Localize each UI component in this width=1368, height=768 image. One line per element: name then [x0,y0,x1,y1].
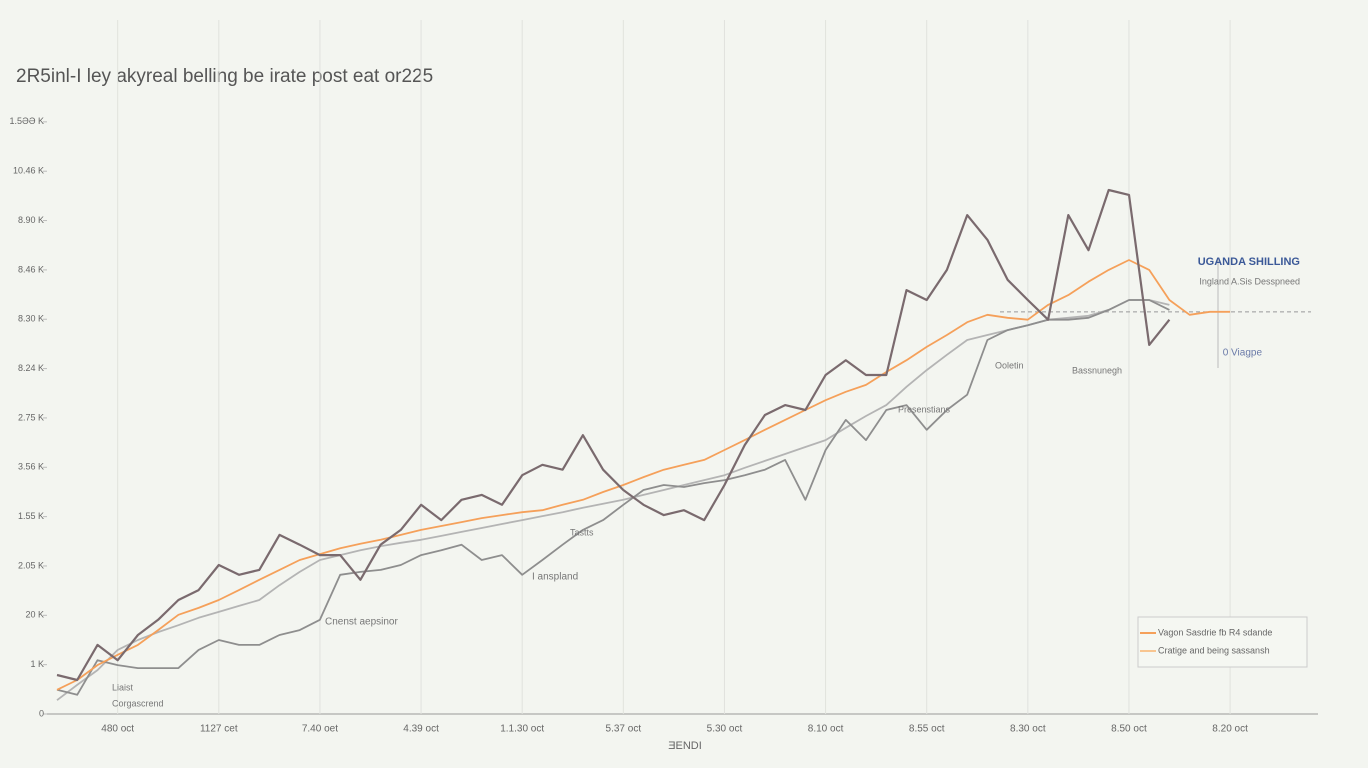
legend-label: Cratige and being sassansh [1158,645,1270,655]
x-tick-label: 5.37 oct [606,724,642,735]
annotation: Presenstians [898,404,951,414]
annotation: Tastts [570,527,594,537]
annotation: Ingland A.Sis Desspneed [1199,276,1300,286]
x-tick-label: 1.1.30 oct [500,724,544,735]
y-tick-label: 1 K [30,659,44,669]
y-tick-label: 0 [39,708,44,718]
annotation: Corgascrend [112,698,164,708]
x-tick-label: 8.10 oct [808,724,844,735]
annotation: Cnenst aepsinor [325,617,398,628]
annotation: 0 Viagpe [1223,348,1263,359]
annotation: Bassnunegh [1072,365,1122,375]
annotation: I anspland [532,572,578,583]
annotation: Liaist [112,682,134,692]
y-tick-label: 8.24 K [18,363,44,373]
x-tick-label: 8.55 oct [909,724,945,735]
x-tick-label: 7.40 oet [302,724,338,735]
annotation: UGANDA SHILLING [1198,256,1300,268]
line-series [56,299,1170,696]
line-series [56,188,1171,682]
y-tick-label: 10.46 K [13,166,44,176]
legend: Vagon Sasdrie fb R4 sdande Cratige and be… [1137,616,1308,668]
y-tick-label: 1.55 K [18,511,44,521]
legend-box [1137,616,1308,668]
y-tick-label: 8.90 K [18,215,44,225]
legend-label: Vagon Sasdrie fb R4 sdande [1158,627,1272,637]
y-tick-label: 2.05 K [18,560,44,570]
y-tick-label: 2.75 K [18,412,44,422]
y-tick-label: 1.5ƏƏ K [9,116,44,126]
x-tick-label: 8.20 oct [1212,724,1248,735]
x-tick-label: 480 oct [101,724,134,735]
y-tick-label: 8.30 K [18,314,44,324]
line-series [56,259,1231,691]
x-tick-label: 5.30 oct [707,724,743,735]
x-tick-label: 1127 cet [200,724,238,735]
chart-title: 2R5inl-I ley akyreal belling be irate po… [16,66,433,87]
line-series [56,299,1170,701]
x-tick-label: 8.30 oct [1010,724,1046,735]
y-tick-label: 8.46 K [18,264,44,274]
x-tick-label: 4.39 oct [403,724,439,735]
annotation: Ooletin [995,360,1024,370]
x-tick-label: 8.50 oct [1111,724,1147,735]
y-tick-label: 3.56 K [18,462,44,472]
y-tick-label: 20 K [25,610,44,620]
x-axis-label: ƎENDI [668,740,702,752]
